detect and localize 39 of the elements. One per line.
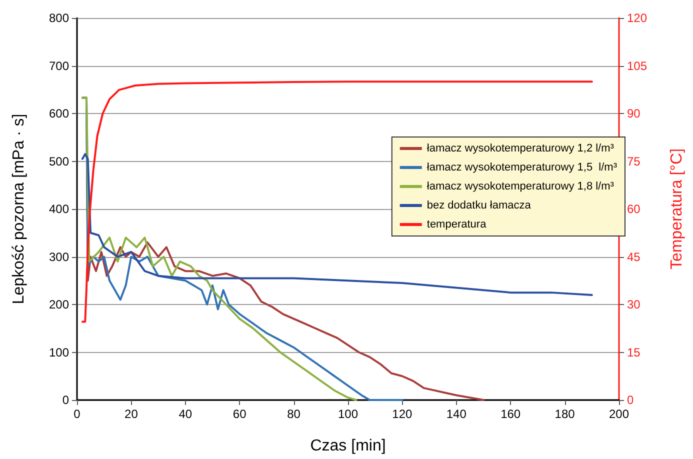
y2-tick-label: 90 xyxy=(627,106,641,120)
x-tick-label: 180 xyxy=(554,407,576,421)
y2-axis-title: Temperatura [°C] xyxy=(668,148,686,270)
y-axis-title: Lepkość pozorna [mPa · s] xyxy=(10,114,28,304)
x-tick-label: 20 xyxy=(124,407,138,421)
y2-tick-label: 30 xyxy=(627,298,641,312)
y-tick-label: 700 xyxy=(48,58,70,73)
y-tick-label: 600 xyxy=(48,106,70,120)
y-tick-label: 0 xyxy=(62,393,70,407)
y2-tick-label: 60 xyxy=(627,202,641,216)
y2-tick-label: 105 xyxy=(627,58,648,73)
line-series xyxy=(81,153,593,296)
y2-tick-label: 45 xyxy=(627,250,641,264)
y-tick-label: 100 xyxy=(48,345,70,360)
legend-label: łamacz wysokotemperaturowy 1,5 l/m³ xyxy=(426,162,618,174)
x-tick-label: 80 xyxy=(287,407,301,421)
x-tick-label: 160 xyxy=(500,407,521,421)
x-tick-label: 120 xyxy=(392,407,413,421)
y-tick-label: 500 xyxy=(48,154,70,168)
y-tick-label: 300 xyxy=(48,250,70,264)
legend-label: łamacz wysokotemperaturowy 1,8 l/m³ xyxy=(426,180,614,192)
y2-tick-label: 0 xyxy=(627,393,634,407)
legend-label: temperatura xyxy=(426,218,488,230)
line-series xyxy=(81,80,593,323)
x-tick-label: 200 xyxy=(608,407,630,421)
y-tick-label: 200 xyxy=(48,298,70,312)
x-axis-title: Czas [min] xyxy=(310,438,386,454)
y2-tick-label: 120 xyxy=(627,11,648,25)
legend-label: bez dodatku łamacza xyxy=(426,200,532,212)
y-tick-label: 800 xyxy=(48,11,70,25)
legend-label: łamacz wysokotemperaturowy 1,2 l/m³ xyxy=(426,142,614,154)
x-tick-label: 40 xyxy=(178,407,192,421)
x-tick-label: 140 xyxy=(446,407,467,421)
y-tick-label: 400 xyxy=(48,202,70,216)
x-tick-label: 0 xyxy=(74,407,81,421)
y2-tick-label: 75 xyxy=(627,154,641,168)
x-tick-label: 60 xyxy=(232,407,247,421)
y2-tick-label: 15 xyxy=(627,345,641,360)
x-tick-label: 100 xyxy=(338,407,358,421)
